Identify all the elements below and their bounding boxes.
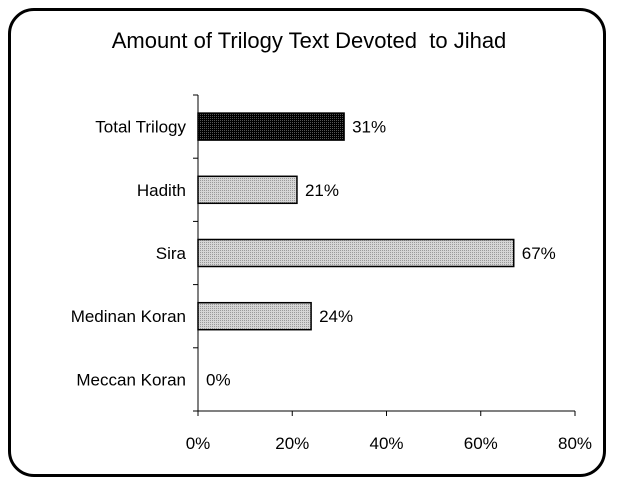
chart-labels: 0% 20% 40% 60% 80% Total Trilogy 31% Hadith 21% S… [71, 118, 592, 453]
bar-hadith [197, 175, 298, 205]
x-tick-label: 40% [369, 434, 403, 453]
x-tick-label: 0% [186, 434, 211, 453]
value-label: 0% [206, 370, 231, 389]
category-label: Meccan Koran [76, 370, 186, 389]
chart-bars [197, 112, 515, 331]
value-label: 24% [319, 307, 353, 326]
bar-medinan-koran [197, 301, 312, 331]
value-label: 67% [522, 244, 556, 263]
x-tick-label: 60% [464, 434, 498, 453]
category-label: Hadith [137, 181, 186, 200]
category-label: Total Trilogy [95, 118, 186, 137]
bar-total-trilogy [197, 112, 345, 141]
x-tick-label: 20% [275, 434, 309, 453]
x-tick-label: 80% [558, 434, 592, 453]
bar-sira [197, 238, 515, 268]
category-label: Medinan Koran [71, 307, 186, 326]
chart-title: Amount of Trilogy Text Devoted to Jihad [111, 28, 507, 53]
value-label: 31% [352, 118, 386, 137]
value-label: 21% [305, 181, 339, 200]
category-label: Sira [156, 244, 187, 263]
